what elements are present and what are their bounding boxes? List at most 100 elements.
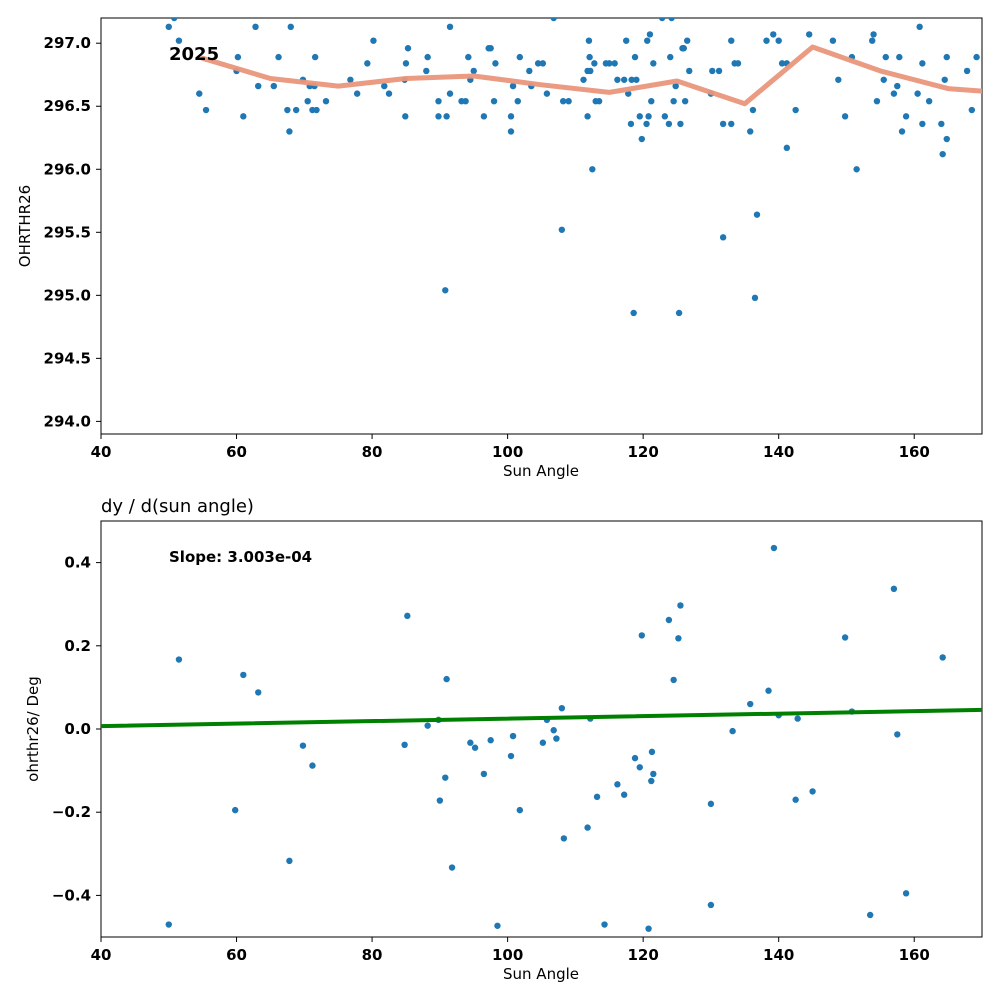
top-data-point [633,76,640,83]
top-data-point [442,287,449,294]
bottom-data-point [841,634,849,641]
bottom-y-tick-label: −0.2 [52,803,91,821]
top-data-point [589,166,596,173]
top-data-point [896,53,903,61]
top-data-point [719,234,727,241]
bottom-data-point [471,744,479,751]
top-data-point [941,76,948,83]
top-data-point [586,53,593,61]
top-data-point [313,106,320,114]
top-y-tick-label: 295.0 [44,286,91,304]
top-data-point [853,166,860,173]
bottom-data-point [507,752,515,760]
top-data-point [311,53,319,61]
top-data-point [829,37,837,44]
bottom-plot-content: 40 60 80 100 120 140 160 −0.4 −0.2 0.0 0.2 0.4 [52,544,982,964]
top-data-point [558,226,566,233]
bottom-data-point [286,857,293,865]
top-data-point [880,76,887,83]
bottom-data-point [401,741,408,749]
top-data-point [614,76,621,83]
bottom-y-tick-label: −0.4 [52,886,91,904]
top-data-point [734,60,742,67]
top-data-point [550,18,557,22]
bottom-data-point [553,735,560,742]
bottom-x-tick-label: 120 [627,946,658,964]
top-x-tick-label: 100 [492,443,523,461]
bottom-chart-title: dy / d(sun angle) [101,496,254,517]
bottom-plot-frame [100,520,983,938]
top-data-point [587,67,594,75]
top-data-point [234,53,242,61]
top-data-point [595,98,603,105]
top-data-point [565,98,572,105]
bottom-data-point [636,764,643,771]
top-data-point [753,211,761,218]
bottom-trend-line [101,707,982,729]
top-data-point [509,82,517,90]
bottom-data-point [645,925,652,932]
top-data-point [938,120,945,128]
top-data-point [677,120,684,128]
top-data-point [611,60,618,67]
bottom-y-tick-label: 0.4 [64,554,91,572]
top-data-point [963,67,971,75]
top-data-point [435,98,442,105]
bottom-data-point [539,739,547,746]
top-data-point [869,37,876,44]
top-data-point [435,113,442,120]
top-data-point [270,82,278,90]
top-data-point [644,37,651,44]
top-x-axis-label: Sun Angle [503,462,579,480]
top-data-point [670,98,677,105]
top-data-point [627,120,635,128]
top-data-point [620,76,628,83]
top-data-point [446,90,454,97]
top-data-point [507,128,515,135]
bottom-x-tick-label: 40 [91,946,112,964]
bottom-data-point [480,770,488,778]
top-data-point [196,90,203,97]
top-data-point [347,76,354,83]
bottom-data-point [175,656,183,663]
top-x-tick-label: 80 [362,443,383,461]
top-data-point [709,67,716,75]
top-data-point [322,98,330,105]
top-data-point [628,76,635,83]
bottom-data-point [809,788,816,795]
top-data-point [658,18,666,22]
top-data-point [252,23,259,31]
bottom-data-point [620,791,628,798]
top-data-point [284,106,291,114]
bottom-data-point [165,921,172,928]
top-data-point [925,98,933,105]
top-data-point [792,106,799,114]
top-data-point [402,113,409,120]
top-plot-content: 40 60 80 100 120 140 160 294.0 294.5 295.0 295.5 29… [44,18,982,461]
top-data-point [650,60,657,67]
bottom-y-tick-label: 0.0 [64,720,91,738]
top-data-point [646,31,654,38]
top-x-tick-label: 160 [899,443,930,461]
top-y-tick-label: 296.0 [44,160,91,178]
top-data-point [591,60,598,67]
top-data-point [364,60,371,67]
top-x-tick-label: 120 [627,443,658,461]
top-data-point [783,144,791,152]
top-data-point [916,23,923,31]
top-data-point [287,23,294,31]
top-data-point [668,18,675,22]
top-data-point [516,53,524,61]
bottom-data-point [670,676,677,684]
top-trend-line [200,44,982,107]
top-data-point [275,53,282,61]
bottom-data-point [309,762,316,769]
top-clipped-marks [165,18,982,317]
top-data-point [381,82,388,90]
top-data-point [973,53,980,61]
top-data-point [939,150,946,158]
top-data-point [490,98,498,105]
top-annotation: 2025 [169,44,219,65]
top-data-point [584,113,591,120]
bottom-panel: dy / d(sun angle) 40 60 80 100 120 140 160 −0.4… [24,496,983,983]
